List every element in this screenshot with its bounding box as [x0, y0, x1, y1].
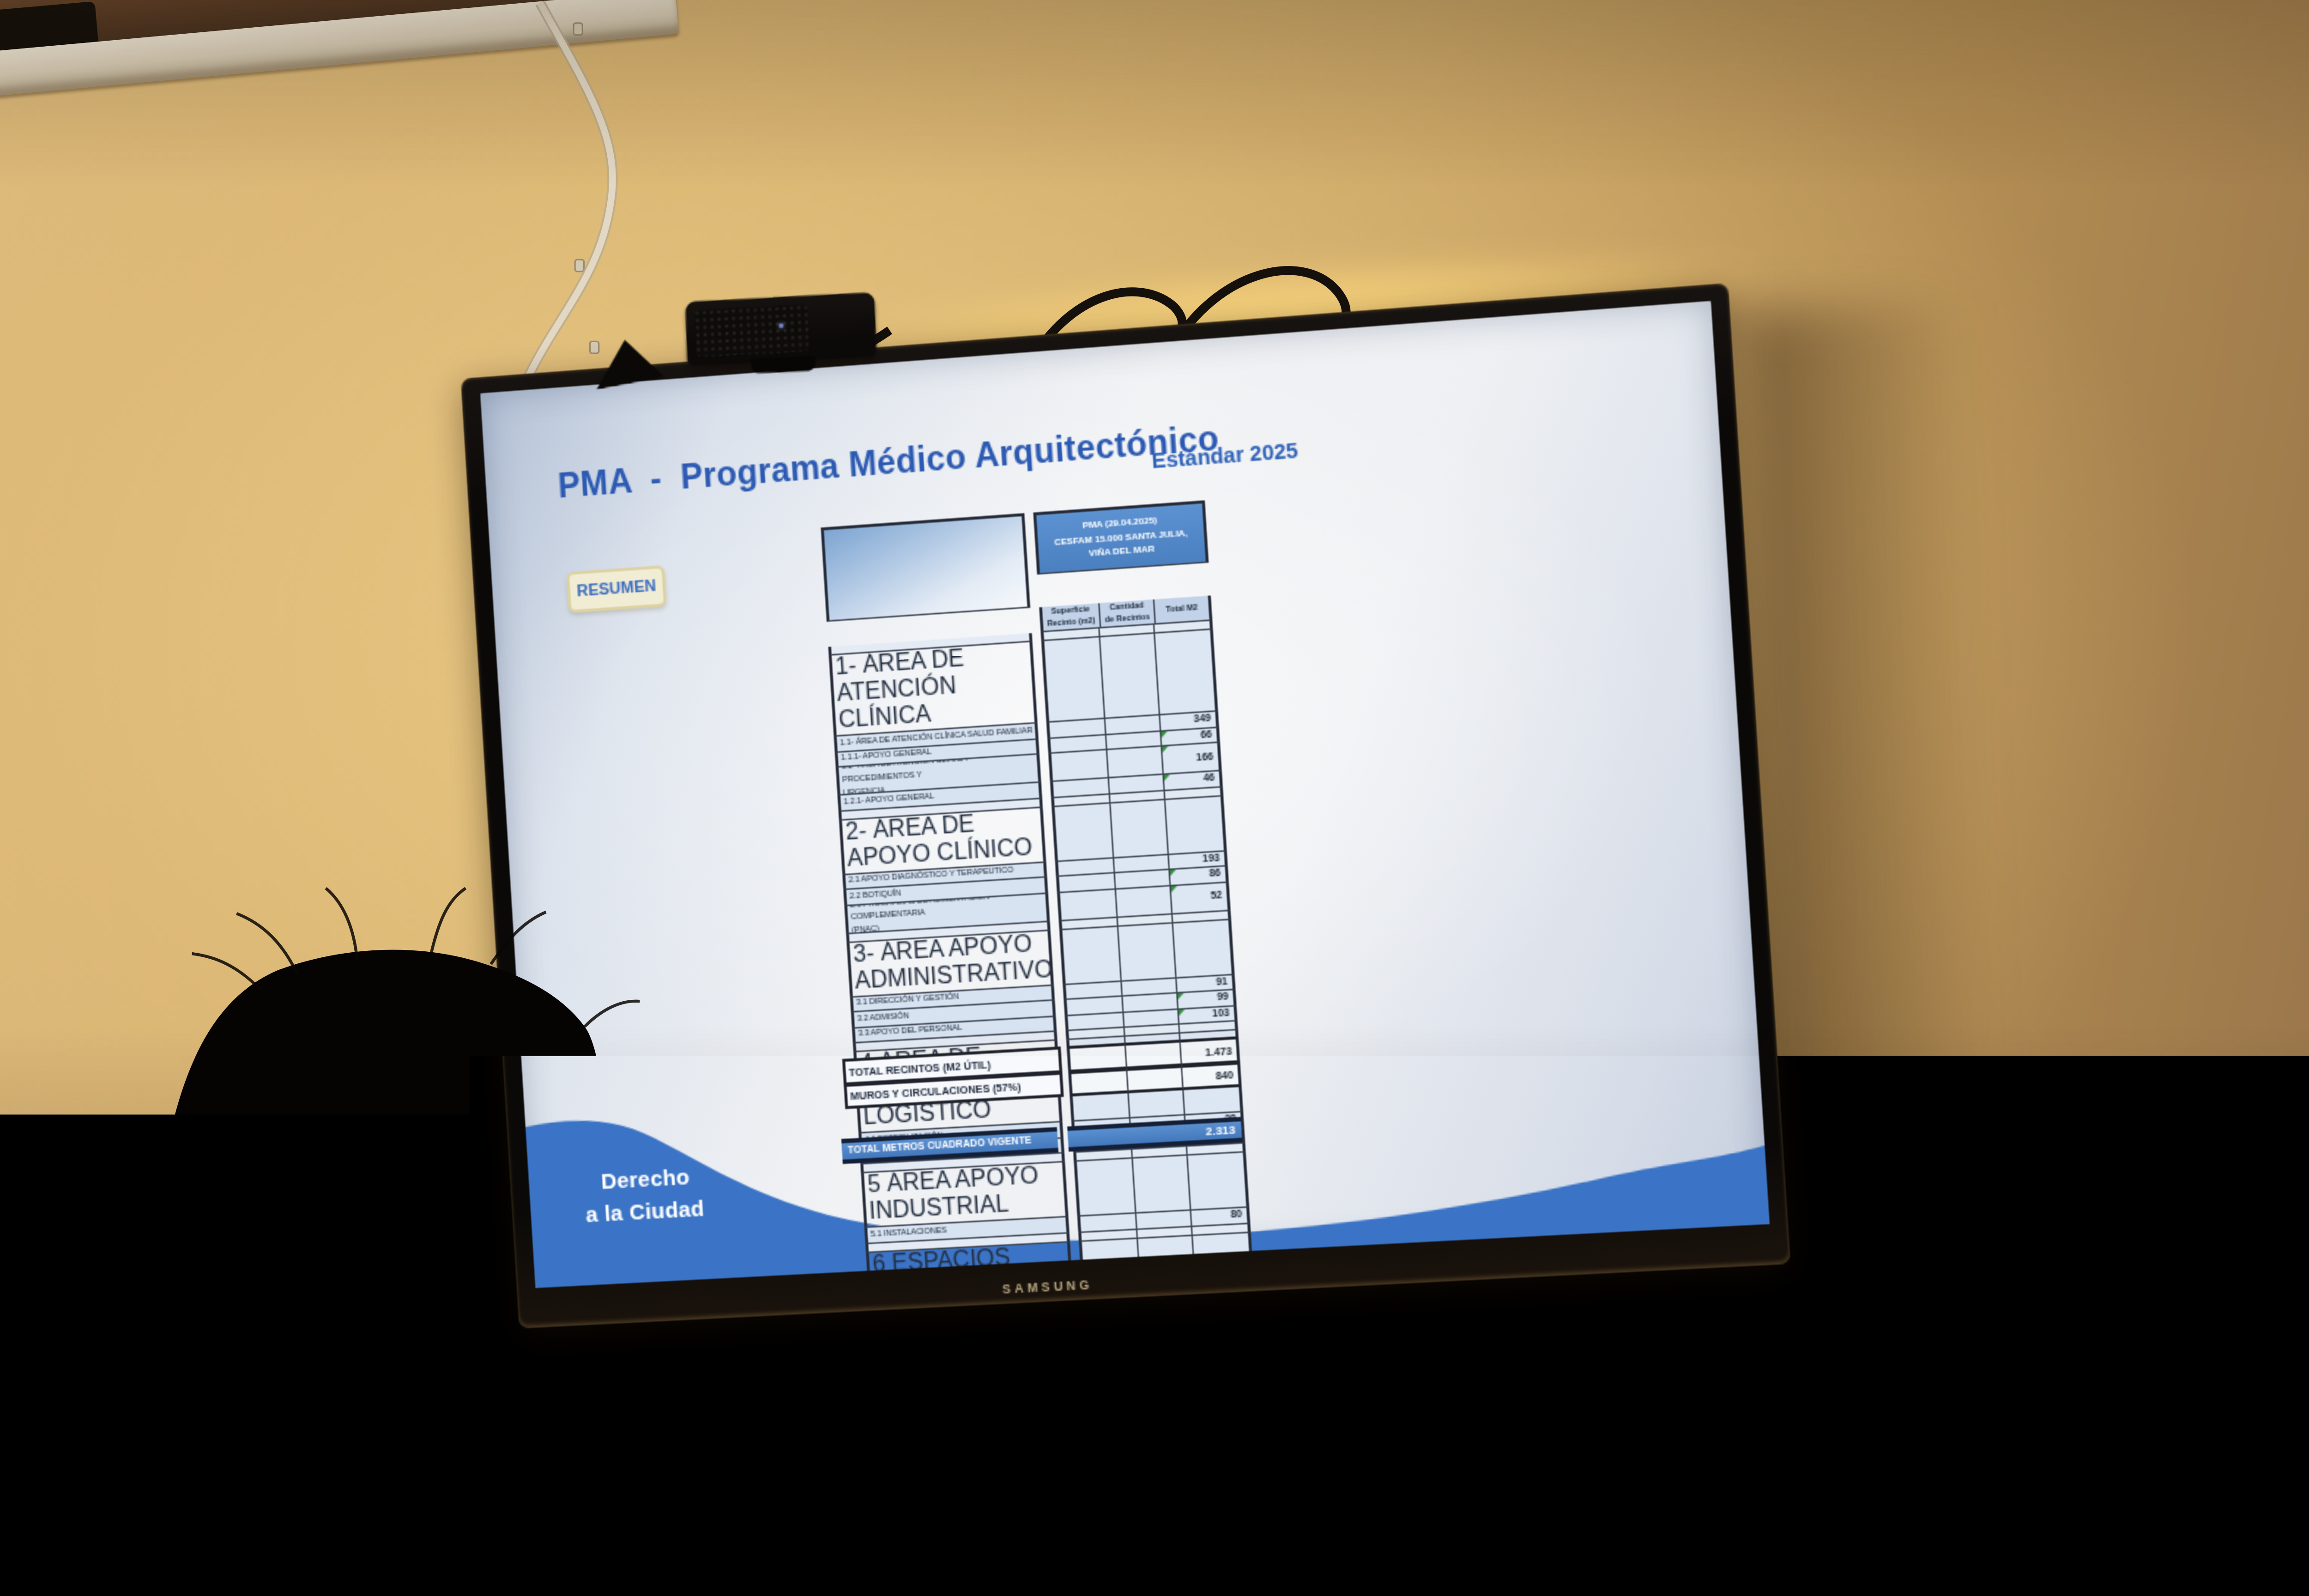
person-head-silhouette [141, 950, 695, 1555]
red-wall-mark [163, 1122, 172, 1130]
power-cable [1574, 1264, 1659, 1554]
photo-scene: PMA - Programa Médico Arquitectónico Est… [0, 0, 2309, 1555]
